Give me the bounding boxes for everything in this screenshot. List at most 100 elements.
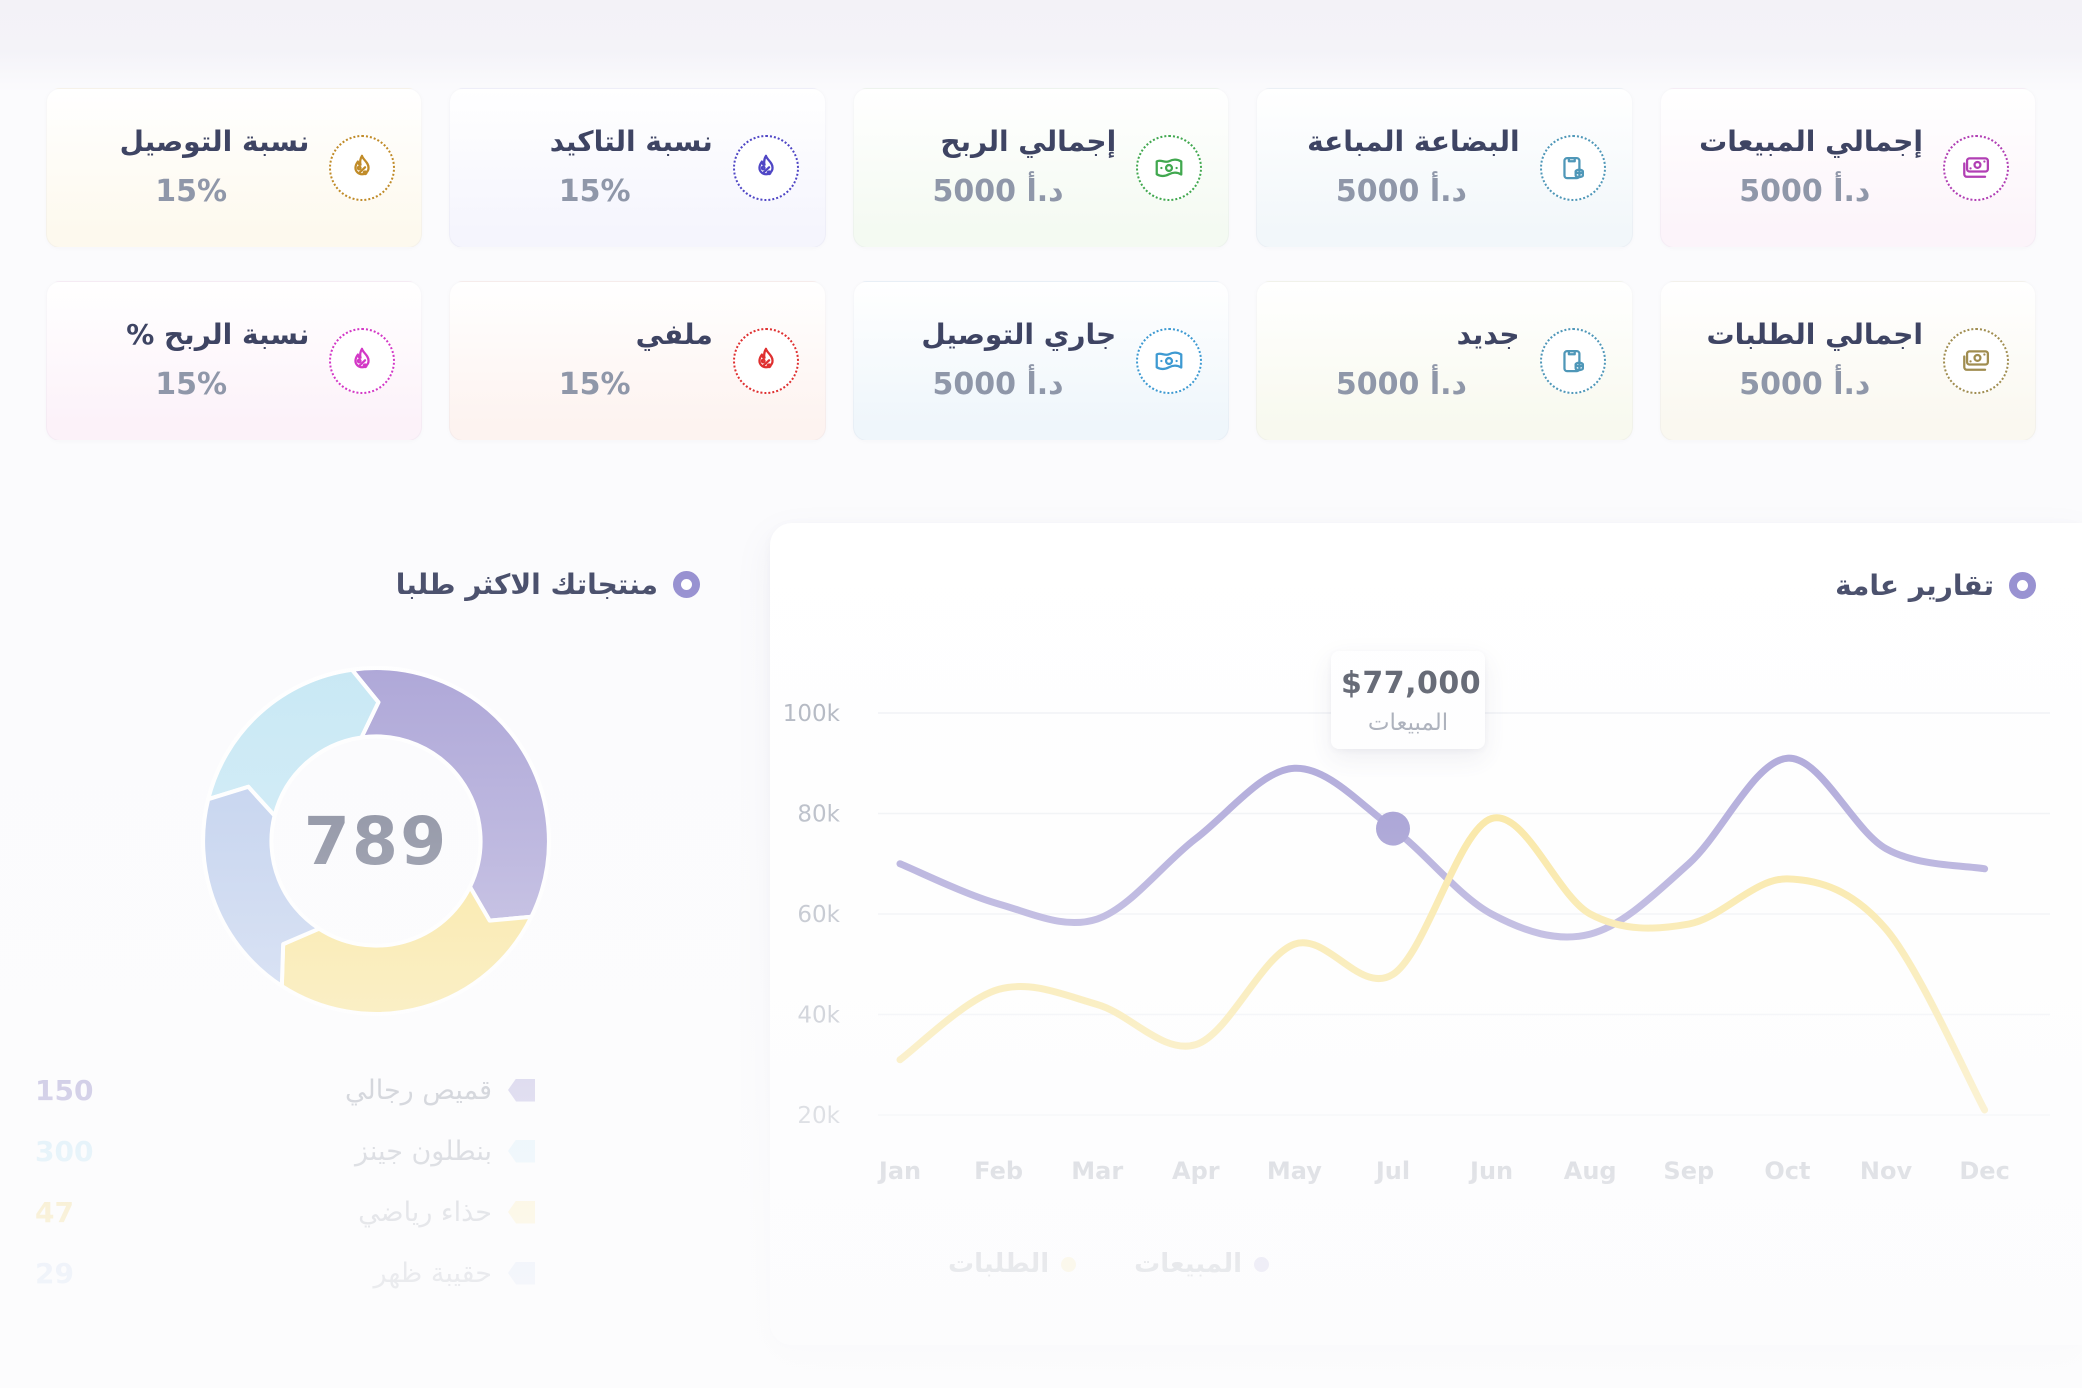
stat-card[interactable]: جاري التوصيل 5000 د.أ — [852, 281, 1230, 441]
stat-card[interactable]: جديد 5000 د.أ — [1256, 281, 1633, 441]
reports-line-chart[interactable]: 100k 80k 60k 40k 20k Jan Feb Mar Apr May Jul Jun Aug… — [778, 681, 2068, 1241]
y-axis-tick: 100k — [783, 701, 841, 727]
active-point-marker[interactable] — [1376, 811, 1410, 846]
stat-card-text: إجمالي المبيعات 5000 د.أ — [1687, 125, 1923, 209]
flame-percent-icon — [732, 328, 799, 394]
y-axis-tick: 40k — [797, 1003, 840, 1029]
top-band — [0, 0, 2082, 92]
legend-dot-icon — [1254, 1256, 1270, 1272]
legend-value: 29 — [35, 1256, 74, 1290]
donut-legend-item[interactable]: حقيبة ظهر 29 — [35, 1253, 535, 1293]
top-products-section: منتجاتك الاكثر طلبا 789 قميص رجالي 150 ب… — [35, 562, 700, 1352]
stat-cards-grid: إجمالي المبيعات 5000 د.أ البضاعة المباعة… — [46, 88, 2036, 441]
stat-card-value: 5000 د.أ — [1739, 366, 1871, 402]
stat-card-title: ملفي — [635, 318, 713, 352]
legend-value: 47 — [35, 1195, 74, 1229]
x-axis-tick: Feb — [974, 1157, 1023, 1185]
stat-card[interactable]: ملفي 15% — [449, 281, 826, 441]
donut-legend-item[interactable]: بنطلون جينز 300 — [35, 1131, 535, 1171]
stat-card-value: 5000 د.أ — [1335, 173, 1467, 209]
legend-label: حذاء رياضي — [358, 1196, 492, 1228]
tooltip-value: $77,000 — [1341, 665, 1482, 701]
legend-swatch-icon — [508, 1261, 535, 1285]
legend-swatch-icon — [508, 1139, 535, 1163]
stat-card[interactable]: نسبة الربح % 15% — [46, 281, 423, 441]
stat-card[interactable]: اجمالي الطلبات 5000 د.أ — [1659, 281, 2036, 441]
stat-card-value: 5000 د.أ — [1739, 173, 1871, 209]
stat-card-text: إجمالي الربح 5000 د.أ — [880, 125, 1117, 209]
stat-card-text: جاري التوصيل 5000 د.أ — [880, 318, 1117, 402]
stat-card-title: البضاعة المباعة — [1307, 125, 1520, 159]
stat-card-value: 15% — [155, 366, 228, 402]
banknote-icon — [1136, 135, 1203, 201]
bullseye-icon — [673, 571, 700, 598]
chart-legend: المبيعات الطلبات — [948, 1249, 1270, 1279]
x-axis-tick: Nov — [1860, 1157, 1913, 1185]
x-axis-tick: Apr — [1172, 1157, 1220, 1185]
stat-card-title: جاري التوصيل — [921, 318, 1117, 352]
banknotes-icon — [1943, 328, 2009, 394]
x-axis-tick: May — [1267, 1157, 1322, 1185]
stat-card-value: 15% — [558, 366, 631, 402]
stat-card-text: البضاعة المباعة 5000 د.أ — [1283, 125, 1520, 209]
legend-label: قميص رجالي — [344, 1074, 492, 1106]
bullseye-icon — [2009, 572, 2036, 599]
reports-title-row: تقارير عامة — [1835, 569, 2036, 602]
chart-legend-item[interactable]: المبيعات — [1134, 1249, 1270, 1279]
stat-card[interactable]: نسبة التوصيل 15% — [46, 88, 423, 248]
x-axis-tick: Mar — [1071, 1157, 1123, 1185]
x-axis-tick: Sep — [1663, 1157, 1714, 1185]
y-axis-tick: 60k — [797, 902, 840, 928]
stat-card-text: ملفي 15% — [476, 318, 713, 402]
stat-card-value: 5000 د.أ — [932, 366, 1064, 402]
stat-card-text: نسبة التاكيد 15% — [476, 125, 713, 209]
legend-swatch-icon — [508, 1078, 535, 1102]
legend-label: بنطلون جينز — [355, 1135, 492, 1167]
series-line-الطلبات — [896, 814, 1989, 1114]
legend-value: 300 — [35, 1134, 94, 1168]
stat-card-text: نسبة التوصيل 15% — [73, 126, 310, 209]
top-products-title-row: منتجاتك الاكثر طلبا — [396, 568, 700, 601]
legend-label: المبيعات — [1134, 1249, 1243, 1279]
clipboard-icon — [1539, 328, 1606, 394]
stat-card-title: إجمالي الربح — [940, 125, 1117, 159]
donut-total: 789 — [304, 802, 449, 880]
stat-card-value: 15% — [558, 173, 631, 209]
stat-card[interactable]: البضاعة المباعة 5000 د.أ — [1256, 88, 1633, 248]
stat-card-title: نسبة التاكيد — [549, 125, 713, 159]
legend-value: 150 — [35, 1073, 94, 1107]
legend-dot-icon — [1061, 1256, 1077, 1272]
donut-legend-item[interactable]: حذاء رياضي 47 — [35, 1192, 535, 1232]
legend-swatch-icon — [508, 1200, 535, 1224]
stat-card-value: 5000 د.أ — [1335, 366, 1467, 402]
stat-card-text: اجمالي الطلبات 5000 د.أ — [1687, 319, 1923, 402]
series-line-المبيعات — [896, 754, 1989, 941]
chart-legend-item[interactable]: الطلبات — [948, 1249, 1077, 1279]
stat-card-text: جديد 5000 د.أ — [1283, 319, 1520, 402]
reports-title: تقارير عامة — [1835, 569, 1994, 602]
banknotes-icon — [1943, 135, 2009, 201]
donut-legend: قميص رجالي 150 بنطلون جينز 300 حذاء رياض… — [35, 1070, 535, 1293]
stat-card[interactable]: إجمالي الربح 5000 د.أ — [852, 88, 1230, 248]
clipboard-icon — [1539, 135, 1606, 201]
y-axis-tick: 20k — [797, 1103, 840, 1129]
stat-card[interactable]: إجمالي المبيعات 5000 د.أ — [1659, 88, 2036, 248]
donut-segment[interactable] — [349, 666, 551, 923]
stat-card-title: نسبة الربح % — [126, 318, 310, 352]
x-axis-tick: Jun — [1468, 1157, 1513, 1185]
donut-legend-item[interactable]: قميص رجالي 150 — [35, 1070, 535, 1110]
top-products-title: منتجاتك الاكثر طلبا — [395, 568, 658, 601]
top-products-donut-chart[interactable]: 789 — [190, 655, 562, 1027]
stat-card[interactable]: نسبة التاكيد 15% — [449, 88, 826, 248]
reports-panel: تقارير عامة 100k 80k 60k 40k 20k Jan Feb Mar Apr… — [770, 523, 2082, 1345]
banknote-icon — [1136, 328, 1203, 394]
stat-card-title: إجمالي المبيعات — [1699, 125, 1923, 159]
flame-percent-icon — [329, 328, 396, 394]
x-axis-tick: Oct — [1764, 1157, 1810, 1185]
legend-label: حقيبة ظهر — [373, 1257, 492, 1289]
chart-tooltip: $77,000 المبيعات — [1331, 650, 1485, 749]
x-axis-tick: Jul — [1374, 1157, 1410, 1185]
x-axis-tick: Dec — [1959, 1157, 2009, 1185]
flame-percent-icon — [732, 135, 799, 201]
